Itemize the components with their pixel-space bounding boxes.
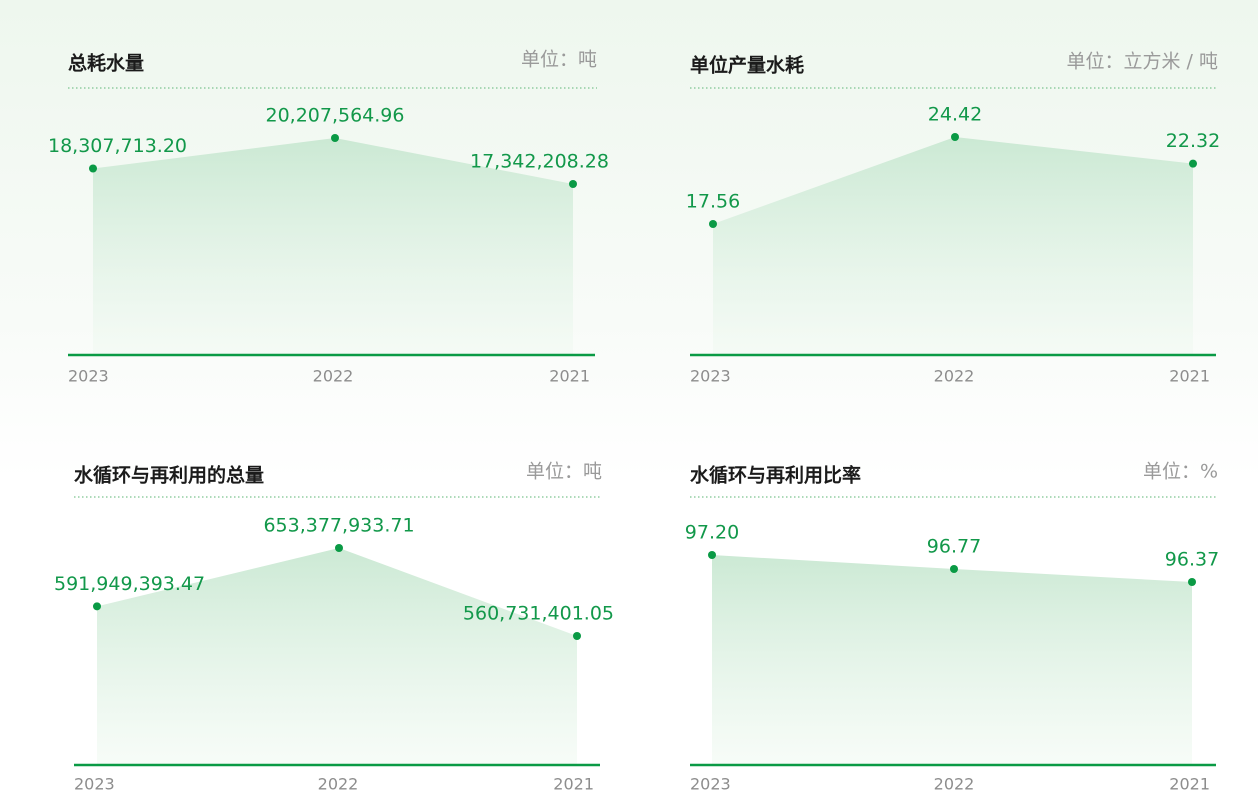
chart-title: 水循环与再利用比率 bbox=[690, 464, 861, 487]
value-label: 17.56 bbox=[686, 191, 740, 213]
value-label: 96.77 bbox=[927, 535, 981, 557]
year-label: 2023 bbox=[74, 775, 115, 794]
data-point bbox=[950, 564, 958, 573]
data-point bbox=[93, 602, 101, 611]
year-label: 2023 bbox=[690, 367, 731, 386]
area bbox=[712, 555, 1192, 765]
chart-title: 水循环与再利用的总量 bbox=[74, 464, 264, 487]
data-point bbox=[1188, 578, 1196, 586]
data-point bbox=[335, 544, 343, 552]
year-label: 2023 bbox=[690, 775, 731, 794]
data-point bbox=[89, 164, 97, 173]
year-label: 2022 bbox=[313, 367, 354, 386]
year-label: 2021 bbox=[1169, 775, 1210, 794]
unit-label: 单位：% bbox=[1143, 461, 1218, 483]
area bbox=[713, 137, 1193, 355]
value-label: 22.32 bbox=[1166, 130, 1220, 152]
data-point bbox=[708, 551, 716, 559]
data-point bbox=[569, 180, 577, 188]
value-label: 17,342,208.28 bbox=[470, 151, 609, 173]
value-label: 24.42 bbox=[928, 104, 982, 126]
value-label: 20,207,564.96 bbox=[265, 105, 404, 127]
data-point bbox=[709, 220, 717, 228]
value-label: 97.20 bbox=[685, 522, 739, 544]
data-point bbox=[1189, 159, 1197, 168]
value-label: 560,731,401.05 bbox=[463, 603, 614, 625]
year-label: 2021 bbox=[553, 775, 594, 794]
year-label: 2022 bbox=[934, 775, 975, 794]
value-label: 653,377,933.71 bbox=[263, 515, 414, 537]
value-label: 96.37 bbox=[1165, 549, 1219, 571]
value-label: 18,307,713.20 bbox=[48, 135, 187, 157]
year-label: 2022 bbox=[934, 367, 975, 386]
value-label: 591,949,393.47 bbox=[54, 573, 205, 595]
year-label: 2022 bbox=[318, 775, 359, 794]
unit-label: 单位：吨 bbox=[526, 461, 602, 483]
chart-title: 总耗水量 bbox=[68, 52, 144, 75]
area bbox=[97, 548, 577, 765]
data-point bbox=[331, 134, 339, 142]
area bbox=[93, 138, 573, 355]
year-label: 2023 bbox=[68, 367, 109, 386]
data-point bbox=[951, 133, 959, 141]
unit-label: 单位：立方米 / 吨 bbox=[1067, 51, 1218, 73]
year-label: 2021 bbox=[1169, 367, 1210, 386]
data-point bbox=[573, 632, 581, 640]
unit-label: 单位：吨 bbox=[521, 49, 597, 71]
chart-title: 单位产量水耗 bbox=[690, 54, 804, 77]
year-label: 2021 bbox=[549, 367, 590, 386]
